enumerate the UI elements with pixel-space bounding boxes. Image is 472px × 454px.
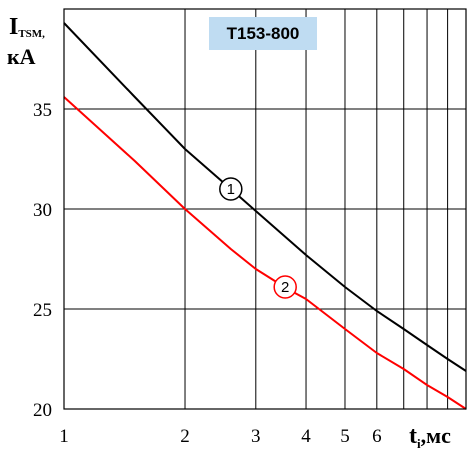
series-markers: 12 [219, 177, 297, 299]
chart-title-text: Т153-800 [227, 24, 300, 43]
y-tick-label: 30 [33, 200, 52, 221]
series-marker-circle-1 [219, 177, 243, 201]
series-layer [63, 22, 467, 410]
x-tick-label: 3 [251, 426, 261, 447]
x-axis-label-main: t [409, 423, 417, 449]
series-marker-circle-2 [273, 275, 297, 299]
plot-frame [63, 8, 467, 410]
y-axis-label-sub: TSM, [18, 28, 45, 40]
x-axis-label-sub: i [417, 436, 421, 451]
series-line-1 [63, 22, 467, 372]
y-axis-label-main: I [9, 14, 18, 40]
title-box [209, 17, 317, 50]
y-tick-label: 20 [33, 400, 52, 421]
y-axis-label: ITSM, кА [7, 14, 45, 69]
svg-text:ITSM,: ITSM, [9, 14, 45, 40]
series-marker-label-1: 1 [227, 181, 235, 198]
x-axis-label-unit: ,мс [421, 423, 451, 448]
x-tick-label: 5 [340, 426, 350, 447]
x-tick-label: 4 [301, 426, 311, 447]
chart-title: Т153-800 [209, 17, 317, 50]
y-tick-label: 25 [33, 300, 52, 321]
svg-text:ti,мс: ti,мс [409, 423, 451, 451]
x-tick-label: 6 [372, 426, 382, 447]
x-axis-label: ti,мс [409, 423, 451, 451]
grid [63, 9, 467, 410]
y-axis-label-unit: кА [7, 44, 36, 69]
x-tick-label: 2 [180, 426, 190, 447]
series-marker-label-2: 2 [281, 279, 289, 296]
plot-border [63, 8, 467, 410]
y-tick-label: 35 [33, 100, 52, 121]
series-line-2 [63, 96, 467, 410]
x-tick-label: 1 [59, 426, 69, 447]
